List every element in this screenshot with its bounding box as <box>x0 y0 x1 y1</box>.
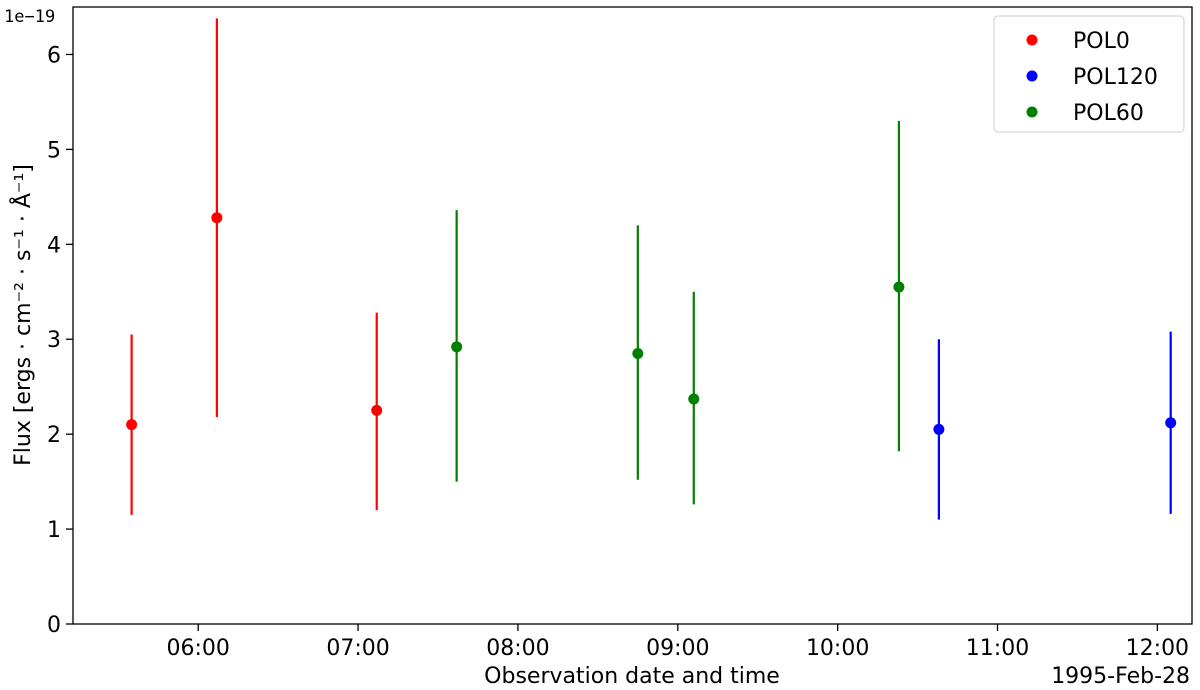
data-marks <box>126 18 1177 520</box>
legend-label: POL0 <box>1073 29 1130 54</box>
y-axis-ticks: 0 1 2 3 4 5 6 <box>47 43 73 638</box>
x-tick-label: 07:00 <box>326 636 389 661</box>
y-tick-label: 3 <box>47 328 61 353</box>
x-tick-label: 10:00 <box>806 636 869 661</box>
y-tick-label: 0 <box>47 613 61 638</box>
data-point-pol120 <box>933 423 945 435</box>
y-axis-label: Flux [ergs · cm⁻² · s⁻¹ · Å⁻¹] <box>9 164 36 466</box>
legend-label: POL120 <box>1073 65 1158 90</box>
y-offset-label: 1e−19 <box>4 7 55 27</box>
y-tick-label: 5 <box>47 138 61 163</box>
x-tick-label: 12:00 <box>1126 636 1189 661</box>
data-point-pol0 <box>371 404 383 416</box>
x-tick-label: 06:00 <box>167 636 230 661</box>
x-tick-label: 09:00 <box>646 636 709 661</box>
data-point-pol60 <box>688 393 700 405</box>
y-tick-label: 4 <box>47 233 61 258</box>
legend: POL0 POL120 POL60 <box>993 15 1185 133</box>
legend-marker-pol60 <box>1026 106 1038 118</box>
data-point-pol60 <box>893 281 905 293</box>
x-tick-label: 11:00 <box>966 636 1029 661</box>
date-label: 1995-Feb-28 <box>1051 664 1190 689</box>
data-point-pol60 <box>451 341 463 353</box>
y-tick-label: 6 <box>47 43 61 68</box>
data-point-pol60 <box>632 347 644 359</box>
x-axis-ticks: 06:00 07:00 08:00 09:00 10:00 11:00 12:00 <box>167 624 1189 661</box>
legend-marker-pol120 <box>1026 70 1038 82</box>
y-tick-label: 2 <box>47 423 61 448</box>
x-tick-label: 08:00 <box>486 636 549 661</box>
x-axis-label: Observation date and time <box>484 664 780 689</box>
axes-frame <box>72 6 1193 625</box>
y-tick-label: 1 <box>47 518 61 543</box>
data-point-pol120 <box>1165 417 1177 429</box>
data-point-pol0 <box>211 212 223 224</box>
legend-box <box>993 15 1185 133</box>
legend-marker-pol0 <box>1026 34 1038 46</box>
legend-label: POL60 <box>1073 101 1144 126</box>
data-point-pol0 <box>126 419 138 431</box>
